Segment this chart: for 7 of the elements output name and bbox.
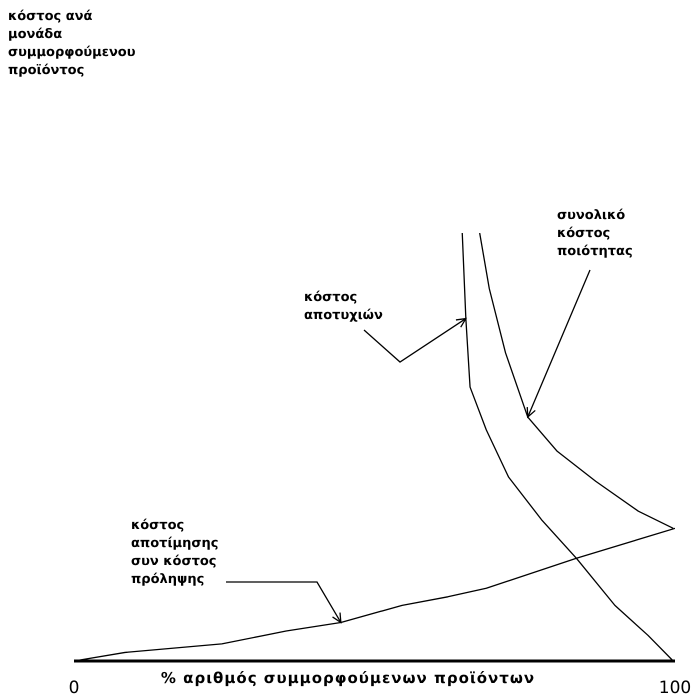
text: κόστος ανά μονάδα συμμορφούμενου προϊόντος bbox=[8, 8, 136, 80]
x-tick-label: 100 bbox=[658, 678, 692, 698]
x-axis-title: % αριθμός συμμορφούμενων προϊόντων bbox=[160, 669, 536, 687]
annotation: κόστος αποτίμησης συν κόστος πρόληψης bbox=[131, 517, 220, 589]
annotation: συνολικό κόστος ποιότητας bbox=[557, 207, 634, 261]
annotation: κόστος αποτυχιών bbox=[304, 289, 384, 325]
x-tick-label: 0 bbox=[68, 678, 80, 698]
